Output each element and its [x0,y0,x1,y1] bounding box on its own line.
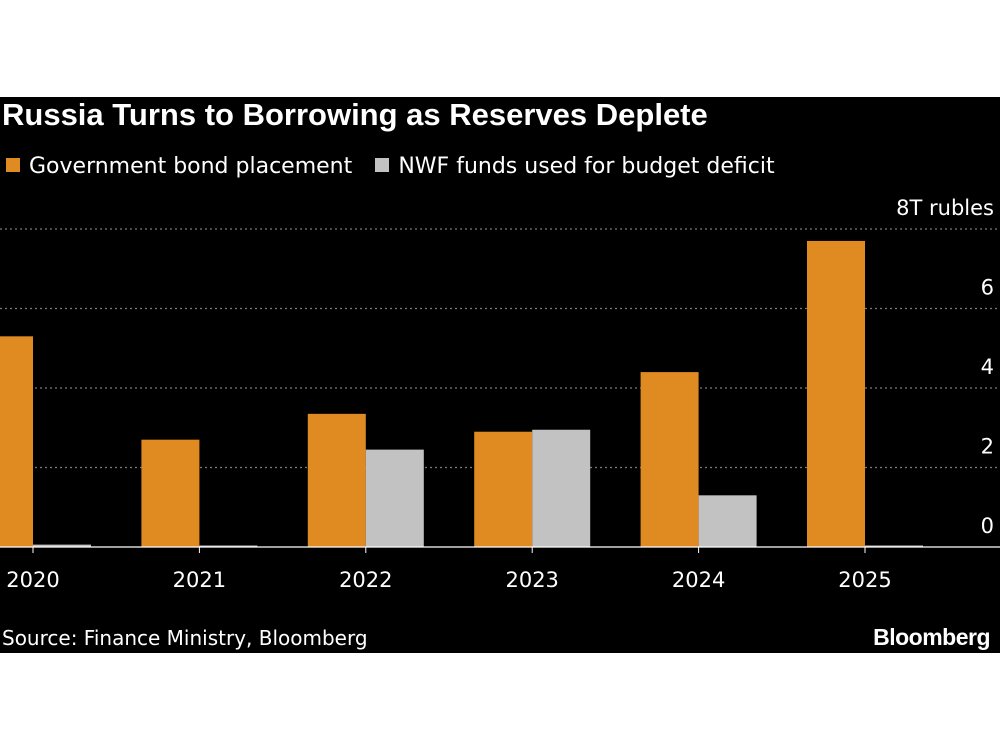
x-tick-label-2024: 2024 [672,568,725,592]
bar-nwf-2024 [698,495,757,547]
x-tick-label-2023: 2023 [505,568,558,592]
x-tick-label-2025: 2025 [838,568,891,592]
bloomberg-logo: Bloomberg [873,624,990,650]
legend-label-bond-placement: Government bond placement [29,154,353,179]
legend: Government bond placement NWF funds used… [6,153,793,181]
bar-nwf-2023 [532,429,591,547]
bar-nwf-2021 [199,545,258,547]
y-tick-label-2: 2 [981,435,994,459]
legend-swatch-nwf-funds [375,158,390,172]
legend-swatch-bond-placement [6,158,20,172]
chart-title: Russia Turns to Borrowing as Reserves De… [2,97,708,132]
chart-panel: Russia Turns to Borrowing as Reserves De… [0,97,1000,653]
bar-bond-2023 [474,431,533,547]
bar-bond-2022 [307,413,366,547]
x-tick-label-2022: 2022 [339,568,392,592]
x-tick-label-2020: 2020 [6,568,59,592]
y-tick-label-6: 6 [981,276,994,300]
source-note: Source: Finance Ministry, Bloomberg [2,626,368,650]
bar-bond-2024 [640,372,699,547]
legend-item-nwf-funds: NWF funds used for budget deficit [375,153,775,181]
bar-bond-2021 [141,439,200,547]
legend-label-nwf-funds: NWF funds used for budget deficit [398,154,775,179]
y-tick-label-8: 8T rubles [896,196,994,220]
legend-item-bond-placement: Government bond placement [6,153,352,181]
y-tick-label-0: 0 [981,514,994,538]
bar-bond-2020 [0,336,33,547]
y-tick-label-4: 4 [981,355,994,379]
bar-nwf-2020 [33,544,91,547]
x-tick-label-2021: 2021 [173,568,226,592]
bar-bond-2025 [807,240,865,548]
bar-nwf-2025 [865,545,923,547]
bar-nwf-2022 [365,449,424,547]
